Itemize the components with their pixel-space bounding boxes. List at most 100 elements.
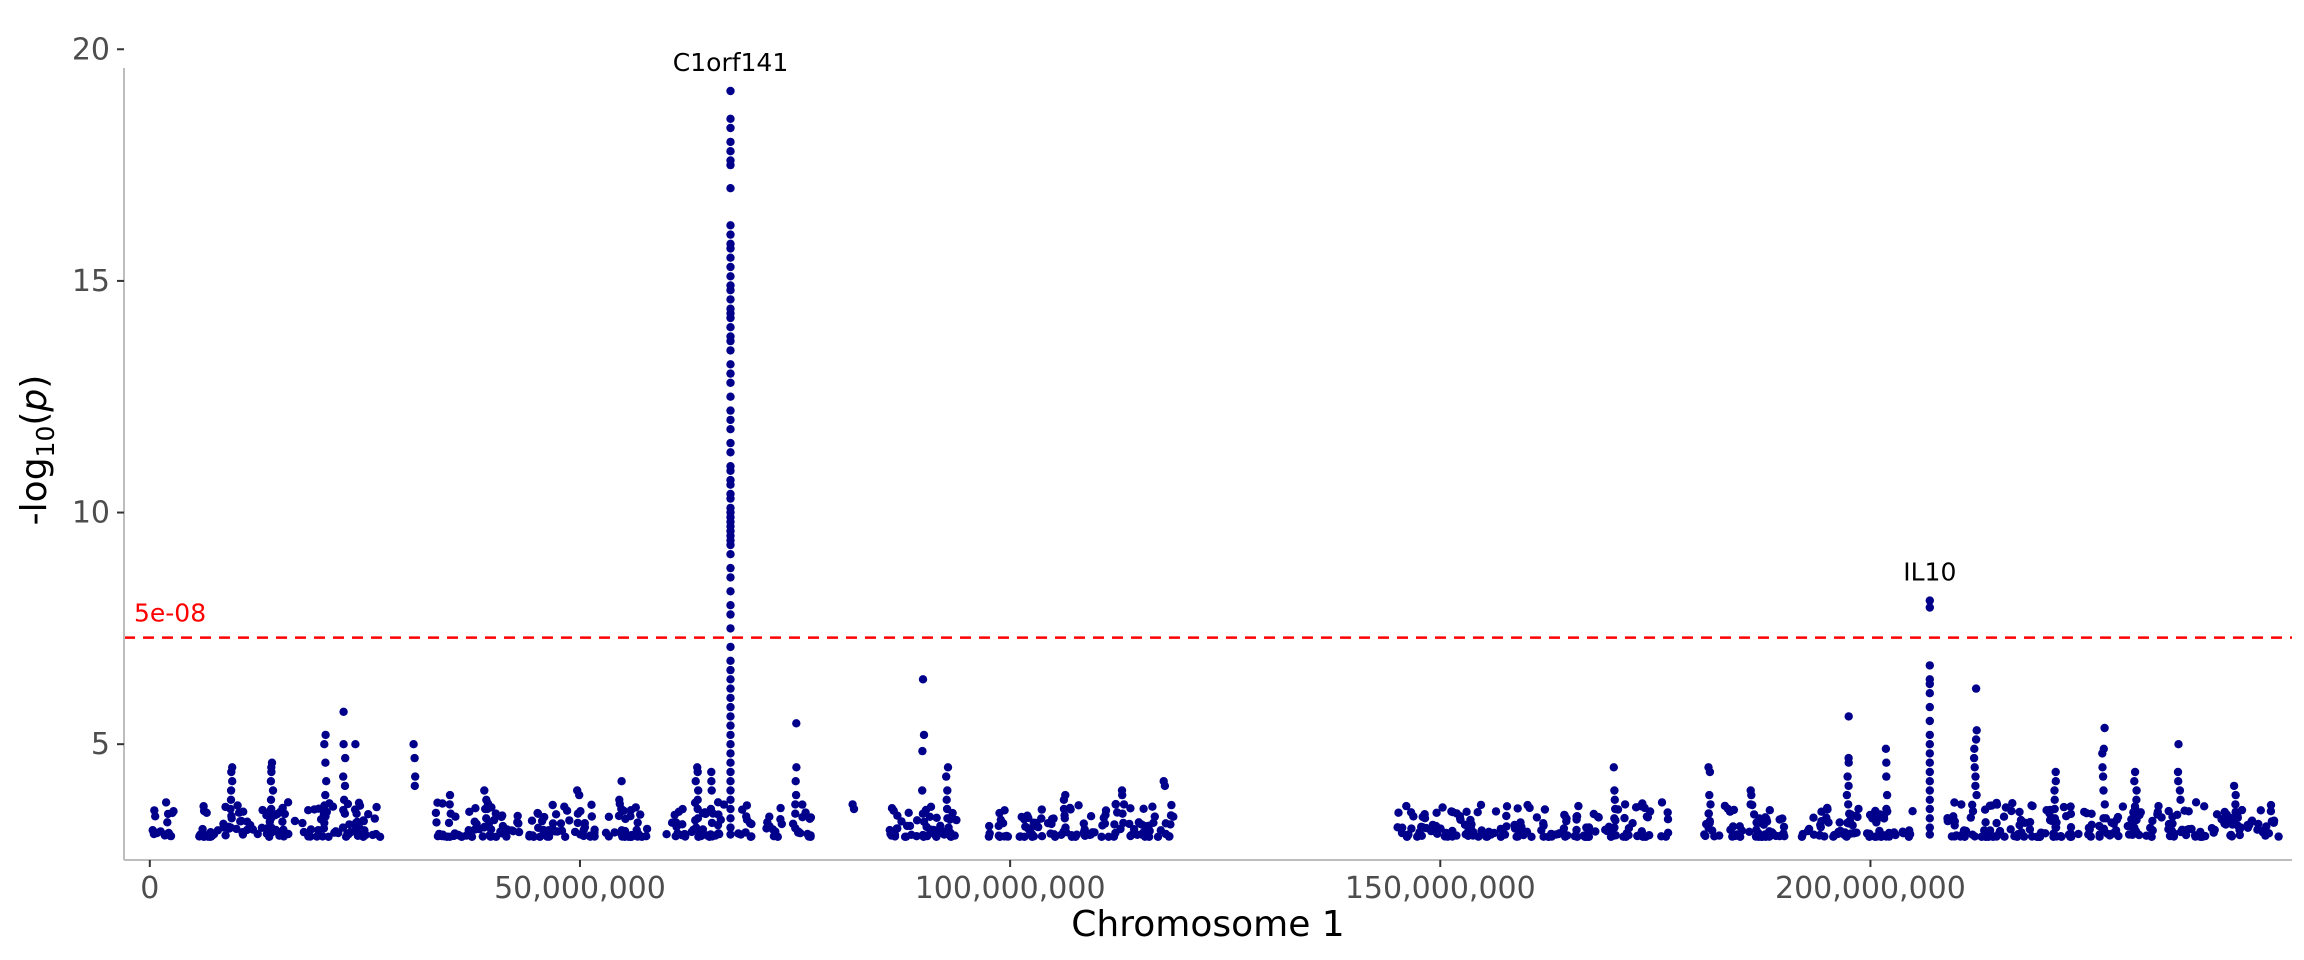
data-point [1925,758,1935,767]
data-point [576,830,585,839]
data-point [1925,830,1935,839]
data-point [907,830,916,839]
data-point [1570,831,1580,841]
data-point [1464,827,1473,836]
data-point [2201,831,2210,841]
data-point [267,767,276,777]
data-point [1060,814,1070,823]
data-point [338,823,348,832]
data-point [1593,812,1603,822]
data-point [691,823,701,832]
y-axis-title-paren-close: ) [14,375,55,389]
data-point [726,786,735,795]
data-point [922,822,931,832]
data-point [1118,790,1127,800]
data-point [1879,831,1889,840]
data-point [548,800,557,810]
data-point [1166,820,1175,829]
data-point [942,795,951,804]
data-point [617,777,626,786]
data-point [726,610,735,619]
data-point [2254,819,2263,829]
data-point [1971,781,1980,791]
data-point [726,665,735,675]
data-point [1908,807,1917,816]
data-point [2027,832,2037,841]
data-point [701,809,710,819]
data-point [1745,827,1754,836]
data-point [777,819,786,829]
data-point [2118,802,2128,811]
data-point [1473,808,1482,817]
data-point [169,807,178,816]
data-point [321,758,330,767]
data-point [1483,832,1492,841]
data-point [726,406,735,415]
data-point [2113,812,2123,822]
data-point [1166,811,1176,820]
data-point [1510,820,1519,830]
data-point [726,684,735,693]
data-point [1167,800,1176,810]
data-point [267,804,276,814]
data-point [1624,824,1634,833]
data-point [539,827,548,836]
data-point [726,272,735,281]
data-point [726,830,735,839]
data-point [1527,832,1536,841]
data-point [726,795,735,804]
data-point [742,815,752,824]
data-point [1126,831,1135,841]
data-point [714,829,723,838]
data-point [1815,831,1824,840]
data-point [355,801,365,810]
data-point [788,819,798,828]
data-point [2132,814,2141,823]
data-point [726,244,735,253]
data-point [262,829,272,838]
data-point [2174,740,2183,749]
data-point [726,360,735,369]
data-point [626,806,636,815]
data-point [946,832,955,841]
data-point [806,831,815,840]
data-point [1477,826,1486,835]
data-point [1925,596,1935,605]
data-point [1631,803,1641,812]
data-point [2132,795,2141,804]
data-point [481,804,490,814]
data-point [637,832,647,841]
data-point [445,790,455,800]
data-point [149,829,159,839]
data-point [1104,832,1113,841]
data-point [1971,684,1981,693]
data-point [707,777,716,786]
data-point [312,832,322,841]
data-point [1046,829,1055,838]
data-point [1758,832,1767,841]
data-point [918,786,927,795]
data-point [1987,801,1996,810]
data-point [370,814,379,823]
data-point [284,829,293,839]
data-point [726,378,735,387]
data-point [1889,828,1899,837]
data-point [726,777,735,786]
data-point [2006,825,2015,834]
data-point [1129,825,1139,834]
data-point [726,693,735,703]
data-point [2231,790,2240,800]
axes: 5 10 15 20 0 50,000,000 100,000,000 150,000,000… [72,32,2292,906]
data-point [1580,832,1590,841]
data-point [513,811,522,821]
data-point [726,601,735,610]
data-point [604,812,614,821]
y-axis-title-prefix: -log [14,457,55,525]
data-point [905,821,915,831]
data-point [489,815,499,825]
data-point [2191,798,2201,807]
data-point [1705,818,1714,828]
data-point [693,767,702,777]
data-point [1502,811,1511,821]
data-point [278,803,287,813]
